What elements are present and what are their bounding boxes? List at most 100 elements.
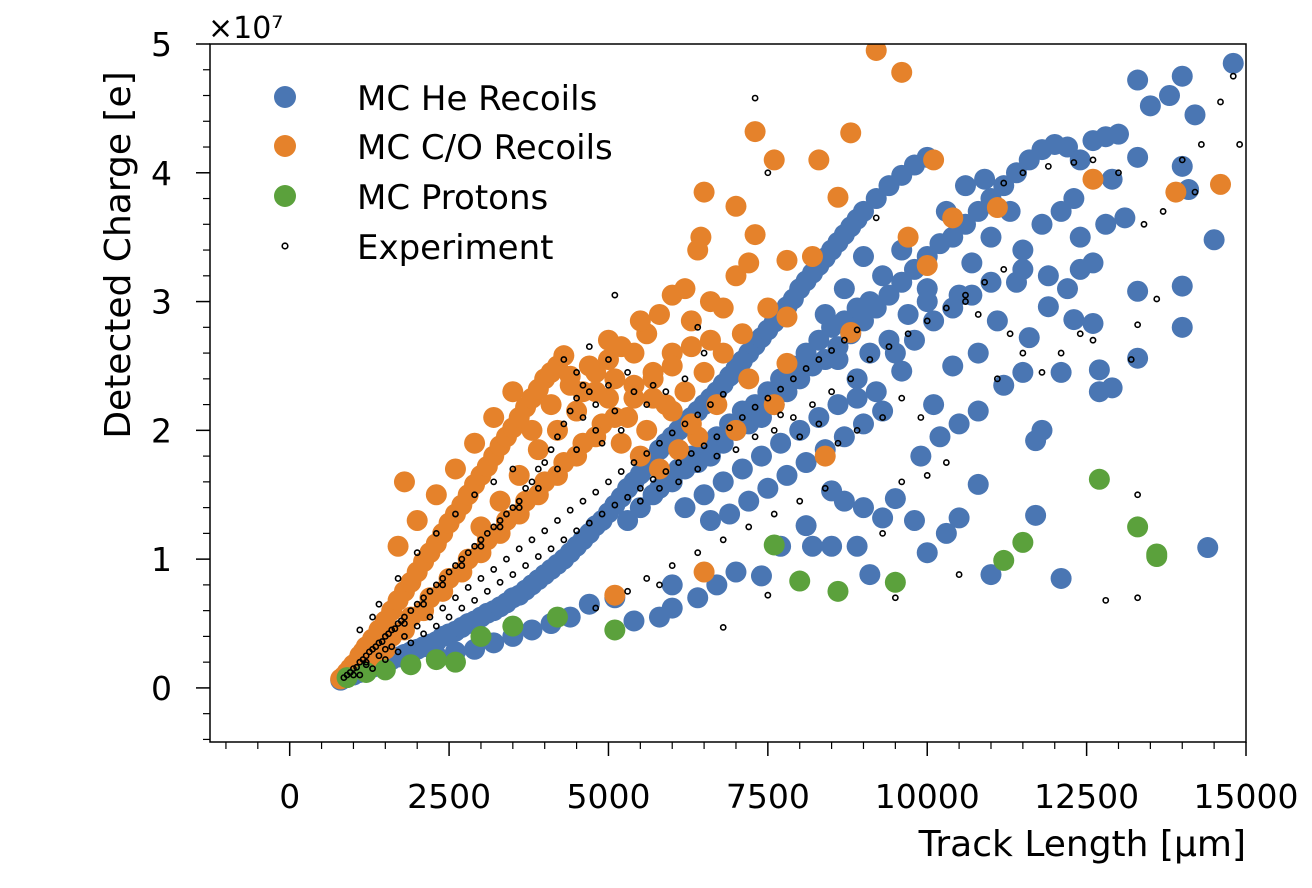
data-point (1057, 349, 1065, 357)
data-point (541, 459, 549, 466)
data-point (809, 401, 816, 408)
series-1 (330, 44, 1231, 690)
data-point (503, 510, 510, 518)
data-point (878, 284, 900, 306)
data-point (1050, 200, 1072, 222)
data-point (1050, 567, 1072, 589)
data-point (1063, 188, 1085, 210)
data-point (643, 575, 651, 582)
data-point (1229, 72, 1237, 80)
data-point (694, 323, 702, 331)
data-point (884, 488, 906, 510)
data-point (744, 224, 766, 246)
x-tick-label: 7500 (726, 777, 810, 816)
data-point (566, 445, 588, 467)
data-point (661, 355, 683, 377)
data-point (917, 414, 925, 421)
data-point (967, 342, 989, 364)
data-point (534, 484, 542, 492)
legend-label: MC He Recoils (357, 79, 597, 119)
legend-item: MC Protons (274, 178, 548, 218)
data-point (789, 375, 797, 383)
data-point (388, 626, 396, 634)
data-point (1158, 85, 1180, 107)
data-point (605, 381, 612, 389)
data-point (1025, 504, 1047, 526)
data-point (579, 497, 587, 505)
data-point (629, 497, 651, 519)
data-point (546, 606, 568, 628)
y-tick-label: 4 (151, 154, 172, 193)
legend-marker (281, 242, 289, 250)
data-point (425, 484, 447, 506)
data-point (1082, 168, 1104, 190)
data-point (795, 515, 817, 537)
data-point (757, 297, 779, 319)
data-point (732, 446, 740, 454)
data-point (502, 615, 524, 637)
data-point (1107, 123, 1129, 145)
data-point (674, 497, 696, 519)
data-point (573, 527, 580, 535)
data-point (356, 671, 364, 679)
data-point (578, 355, 600, 377)
data-point (661, 400, 683, 422)
data-point (470, 516, 492, 538)
data-point (470, 625, 492, 647)
data-point (962, 298, 969, 305)
data-point (471, 542, 478, 550)
data-point (585, 519, 593, 527)
data-point (713, 433, 721, 441)
x-axis-label: Track Length [µm] (918, 824, 1246, 865)
data-point (1089, 156, 1097, 164)
data-point (815, 420, 823, 428)
data-point (528, 478, 536, 486)
data-point (471, 491, 478, 499)
data-point (814, 445, 836, 467)
data-point (515, 504, 523, 512)
data-point (452, 594, 459, 602)
data-point (879, 414, 887, 421)
data-point (853, 426, 861, 434)
data-point (661, 574, 683, 596)
data-point (1140, 220, 1148, 228)
data-point (432, 581, 440, 589)
data-point (1114, 207, 1136, 229)
data-point (764, 169, 772, 177)
data-point (540, 394, 562, 416)
data-point (1082, 312, 1104, 334)
data-point (675, 478, 682, 486)
data-point (1012, 361, 1034, 383)
data-point (604, 406, 626, 428)
data-point (546, 419, 568, 441)
data-point (814, 303, 836, 325)
data-point (1165, 181, 1187, 203)
data-point (503, 555, 510, 563)
data-point (942, 355, 964, 377)
data-point (452, 562, 459, 569)
data-point (1069, 258, 1091, 280)
data-point (353, 663, 361, 671)
data-point (394, 575, 402, 582)
data-point (974, 168, 996, 190)
data-point (426, 587, 434, 595)
data-point (509, 504, 517, 512)
data-point (407, 607, 415, 615)
data-point (598, 439, 606, 447)
data-point (483, 406, 505, 428)
data-point (942, 207, 964, 229)
data-point (694, 549, 702, 557)
data-point (923, 317, 931, 325)
data-point (891, 360, 913, 382)
data-point (898, 478, 906, 486)
data-point (393, 471, 415, 493)
x-tick-label: 12500 (1034, 777, 1139, 816)
data-point (624, 587, 631, 595)
data-point (605, 356, 612, 363)
data-point (623, 387, 645, 409)
data-point (362, 658, 370, 666)
data-point (592, 401, 600, 408)
data-point (649, 475, 657, 483)
data-point (954, 175, 976, 197)
data-point (847, 375, 855, 383)
